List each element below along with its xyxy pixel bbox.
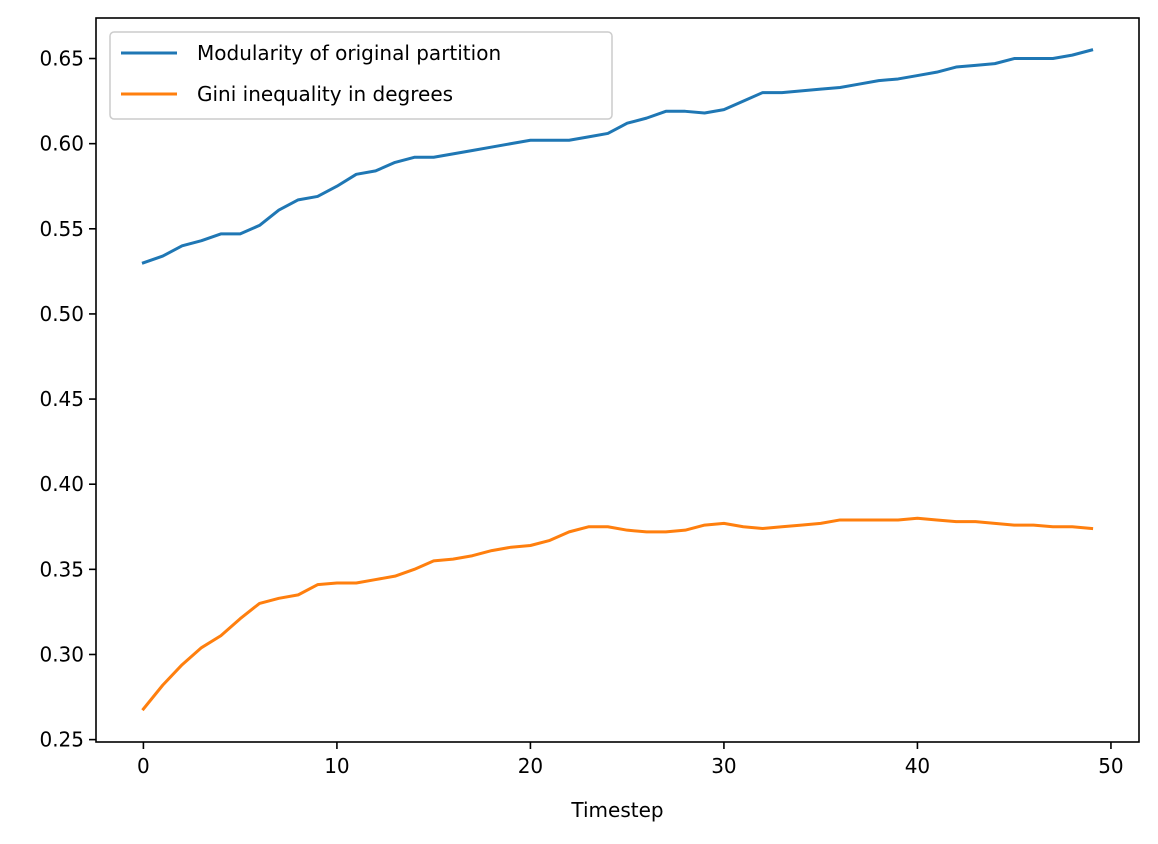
series-line-2	[141, 516, 1094, 712]
x-tick-label: 40	[905, 754, 930, 778]
y-tick-label: 0.60	[39, 132, 84, 156]
y-tick-label: 0.30	[39, 642, 84, 666]
x-tick-label: 30	[711, 754, 736, 778]
y-tick-label: 0.55	[39, 217, 84, 241]
axes-frame	[95, 17, 1140, 743]
y-tick-label: 0.35	[39, 557, 84, 581]
legend: Modularity of original partition Gini ine…	[109, 31, 613, 120]
y-tick-label: 0.50	[39, 302, 84, 326]
x-axis-label: Timestep	[570, 798, 663, 822]
x-tick-label: 50	[1098, 754, 1123, 778]
x-tick-label: 10	[324, 754, 349, 778]
legend-box	[109, 31, 613, 120]
plot-lines	[141, 48, 1094, 712]
y-tick-label: 0.40	[39, 472, 84, 496]
legend-label: Modularity of original partition	[197, 41, 501, 65]
x-tick-label: 0	[137, 754, 150, 778]
x-tick-label: 20	[518, 754, 543, 778]
y-axis-ticks: 0.25 0.30 0.35 0.40 0.45 0.50 0.55 0.60 0.65	[39, 47, 96, 752]
x-axis-ticks: 0 10 20 30 40 50	[137, 742, 1124, 778]
series-line-1	[141, 48, 1094, 265]
y-tick-label: 0.65	[39, 47, 84, 71]
y-tick-label: 0.25	[39, 728, 84, 752]
y-tick-label: 0.45	[39, 387, 84, 411]
legend-label: Gini inequality in degrees	[197, 82, 453, 106]
